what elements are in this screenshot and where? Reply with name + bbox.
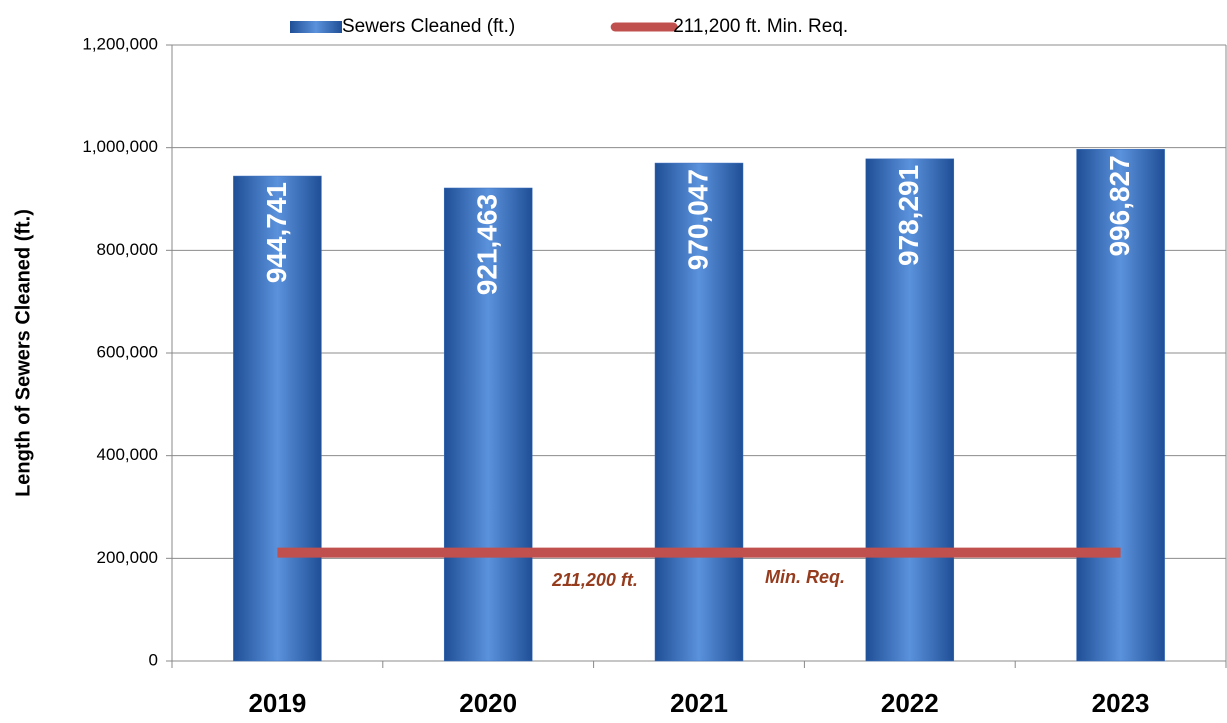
y-tick-label: 0 xyxy=(149,650,158,669)
data-label: 944,741 xyxy=(261,182,292,283)
x-tick-label: 2020 xyxy=(459,688,517,718)
y-tick-label: 800,000 xyxy=(97,240,158,259)
bar xyxy=(233,175,322,662)
y-tick-label: 200,000 xyxy=(97,548,158,567)
data-label: 970,047 xyxy=(682,169,713,270)
annotation: 211,200 ft. xyxy=(551,570,638,590)
x-tick-label: 2022 xyxy=(881,688,939,718)
y-tick-label: 1,200,000 xyxy=(82,34,158,53)
data-label: 921,463 xyxy=(472,194,503,295)
legend-label: Sewers Cleaned (ft.) xyxy=(342,16,515,37)
x-tick-label: 2021 xyxy=(670,688,728,718)
data-label: 996,827 xyxy=(1104,155,1135,256)
x-tick-label: 2019 xyxy=(248,688,306,718)
legend-label: 211,200 ft. Min. Req. xyxy=(673,16,848,37)
x-tick-label: 2023 xyxy=(1092,688,1150,718)
bar xyxy=(443,187,533,662)
y-tick-label: 600,000 xyxy=(97,342,158,361)
bar xyxy=(865,158,955,662)
y-tick-label: 400,000 xyxy=(97,445,158,464)
annotation: Min. Req. xyxy=(765,567,845,587)
data-label: 978,291 xyxy=(893,165,924,266)
legend-swatch xyxy=(290,21,342,33)
y-tick-label: 1,000,000 xyxy=(82,137,158,156)
y-axis-label: Length of Sewers Cleaned (ft.) xyxy=(12,209,34,497)
bar xyxy=(654,162,744,662)
bar xyxy=(1076,149,1165,662)
